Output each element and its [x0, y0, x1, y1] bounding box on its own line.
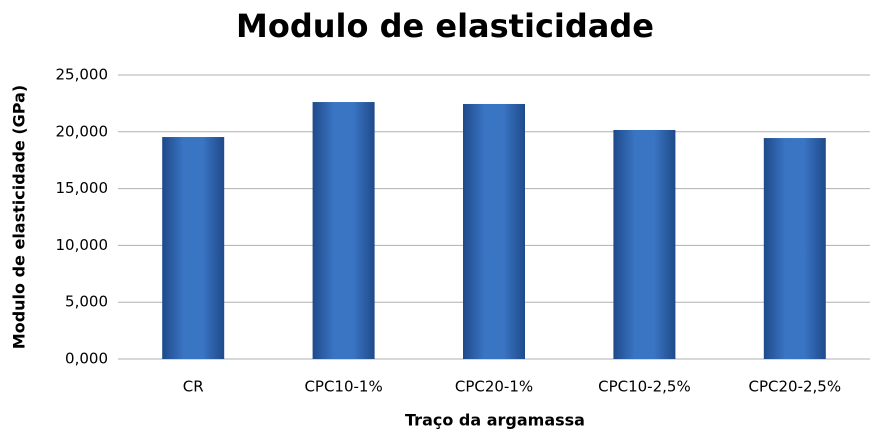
bar [312, 102, 375, 359]
chart-title: Modulo de elasticidade [236, 7, 654, 45]
bar [613, 129, 676, 359]
bar [763, 138, 826, 359]
y-axis-title: Modulo de elasticidade (GPa) [10, 85, 29, 349]
x-axis-title: Traço da argamassa [405, 411, 585, 430]
y-tick-label: 0,000 [65, 350, 108, 368]
x-tick-label: CPC20-1% [455, 378, 533, 396]
x-tick-label: CR [183, 378, 204, 396]
y-tick-label: 5,000 [65, 293, 108, 311]
y-tick-label: 20,000 [56, 122, 109, 140]
x-tick-label: CPC10-2,5% [598, 378, 691, 396]
bar [162, 137, 225, 359]
y-tick-label: 15,000 [56, 179, 109, 197]
y-tick-label: 10,000 [56, 236, 109, 254]
y-tick-label: 25,000 [56, 66, 109, 84]
x-tick-label: CPC10-1% [304, 378, 382, 396]
bar [463, 103, 525, 359]
x-tick-label: CPC20-2,5% [748, 378, 841, 396]
